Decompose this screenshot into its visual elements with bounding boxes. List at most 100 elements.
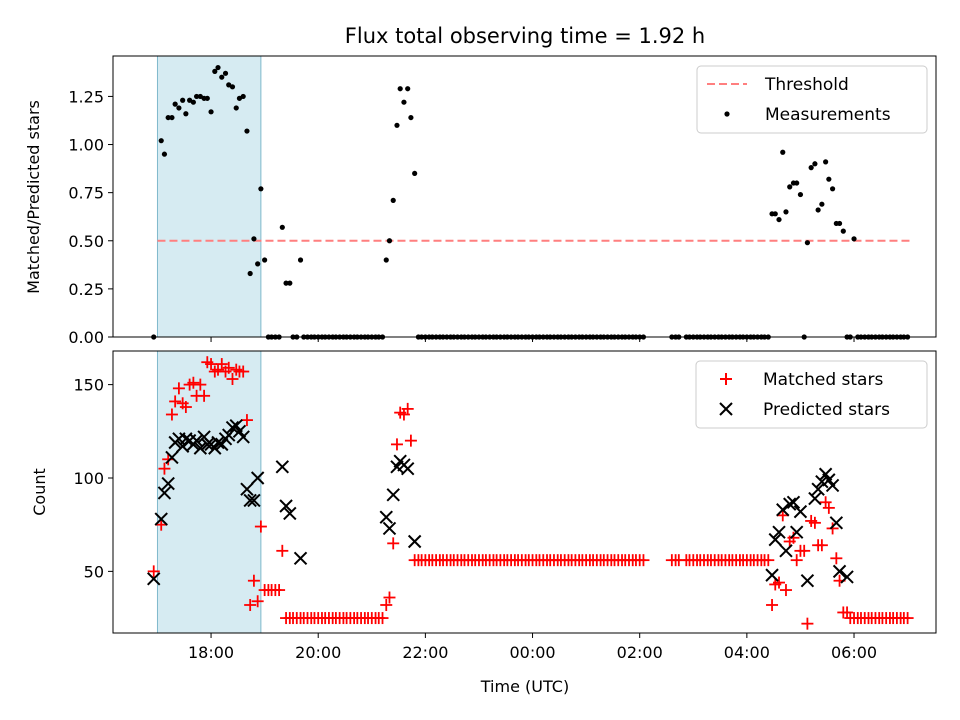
- measurement-point: [262, 257, 268, 263]
- legend-matched-label: Matched stars: [763, 370, 883, 390]
- ratio-y-tick-label: 0.50: [68, 232, 104, 251]
- measurement-point: [787, 184, 793, 190]
- predicted-point: [800, 574, 815, 588]
- matched-point: [251, 595, 264, 608]
- count-x-ticks: 18:00 20:00 22:00 00:00 02:00 04:00 06:00: [188, 633, 877, 662]
- measurement-point: [812, 161, 818, 167]
- x-tick-label: 22:00: [402, 643, 448, 662]
- matched-point: [808, 516, 821, 529]
- count-y-tick-label: 50: [84, 562, 104, 581]
- matched-point: [215, 358, 228, 371]
- matched-point: [830, 552, 843, 565]
- measurement-point: [823, 159, 829, 165]
- predicted-point: [825, 478, 840, 493]
- predicted-point: [154, 512, 168, 526]
- x-tick-label: 20:00: [295, 643, 341, 662]
- measurement-point: [169, 114, 175, 121]
- matched-point: [404, 434, 417, 447]
- ratio-y-tick-label: 0.00: [68, 328, 104, 347]
- predicted-point: [165, 450, 179, 465]
- measurement-point: [165, 114, 171, 121]
- predicted-point: [783, 497, 797, 511]
- legend-threshold-label: Threshold: [764, 75, 849, 95]
- predicted-point: [386, 488, 400, 502]
- measurement-point: [794, 180, 800, 186]
- measurement-point: [244, 128, 250, 134]
- measurement-point: [222, 70, 229, 76]
- matched-point: [401, 402, 414, 415]
- matched-point: [779, 584, 792, 597]
- matched-point: [254, 520, 267, 533]
- predicted-point: [786, 495, 801, 509]
- measurement-point: [233, 105, 239, 111]
- ratio-axes-frame: [112, 55, 937, 338]
- measurement-point: [219, 74, 225, 80]
- matched-point: [822, 501, 835, 514]
- measurement-point: [836, 220, 843, 227]
- matched-point: [826, 522, 839, 535]
- count-panel: 50 100 150 18:00 20:00 22:00 00:00 02:00 04:00 0…: [30, 350, 937, 696]
- legend-measurement-swatch: [724, 111, 730, 117]
- matched-point: [901, 612, 914, 625]
- predicted-point: [147, 572, 161, 586]
- matched-point: [387, 537, 400, 550]
- matched-point: [244, 598, 257, 611]
- count-y-tick-label: 100: [73, 469, 104, 488]
- measurement-point: [390, 197, 396, 203]
- measurement-point: [397, 86, 403, 92]
- measurement-point: [279, 224, 285, 230]
- predicted-point: [789, 525, 804, 539]
- ratio-y-tick-label: 1.00: [68, 136, 104, 155]
- predicted-point: [189, 433, 204, 448]
- matched-point: [773, 576, 786, 589]
- matched-point: [376, 612, 389, 625]
- matched-point: [155, 518, 168, 531]
- predicted-point: [279, 499, 293, 513]
- count-legend: Matched stars Predicted stars: [695, 360, 928, 429]
- matched-point: [205, 358, 218, 371]
- measurement-point: [251, 236, 257, 242]
- measurement-point: [208, 109, 214, 115]
- x-tick-label: 02:00: [617, 643, 663, 662]
- ratio-y-axis-label: Matched/Predicted stars: [24, 100, 43, 294]
- matched-point: [801, 617, 814, 630]
- measurement-point: [808, 165, 814, 171]
- measurement-point: [405, 86, 411, 92]
- predicted-point: [240, 482, 254, 496]
- measurement-point: [204, 95, 210, 101]
- predicted-point: [832, 564, 847, 579]
- matched-point: [172, 382, 185, 395]
- matched-point: [815, 539, 828, 552]
- predicted-point: [382, 521, 397, 536]
- predicted-point: [811, 482, 825, 496]
- count-y-tick-label: 150: [73, 376, 104, 395]
- matched-point: [383, 591, 396, 604]
- measurement-point: [240, 93, 246, 100]
- ratio-y-tick-label: 1.25: [68, 87, 104, 106]
- matched-point: [162, 453, 175, 466]
- predicted-points: [147, 418, 854, 588]
- matched-point: [179, 401, 192, 414]
- predicted-point: [243, 493, 257, 508]
- matched-point: [147, 565, 160, 578]
- predicted-point: [283, 506, 297, 521]
- measurement-point: [190, 99, 196, 105]
- measurement-point: [826, 176, 832, 182]
- measurement-point: [229, 84, 236, 90]
- ratio-y-ticks: 0.00 0.25 0.50 0.75 1.00 1.25: [68, 87, 113, 347]
- ratio-panel: 0.00 0.25 0.50 0.75 1.00 1.25 Matched/Predict…: [24, 55, 937, 347]
- predicted-point: [808, 491, 822, 506]
- measurement-point: [212, 68, 218, 74]
- x-tick-label: 18:00: [188, 643, 234, 662]
- matched-point: [222, 361, 235, 374]
- predicted-point: [157, 486, 172, 500]
- ratio-y-tick-label: 0.25: [68, 280, 104, 299]
- predicted-point: [793, 504, 808, 519]
- predicted-point: [840, 570, 854, 584]
- matched-point: [637, 554, 650, 567]
- measurement-point: [401, 99, 407, 105]
- matched-point: [790, 554, 803, 567]
- legend-predicted-label: Predicted stars: [763, 400, 890, 420]
- measurement-point: [193, 93, 200, 100]
- matched-point: [390, 438, 403, 451]
